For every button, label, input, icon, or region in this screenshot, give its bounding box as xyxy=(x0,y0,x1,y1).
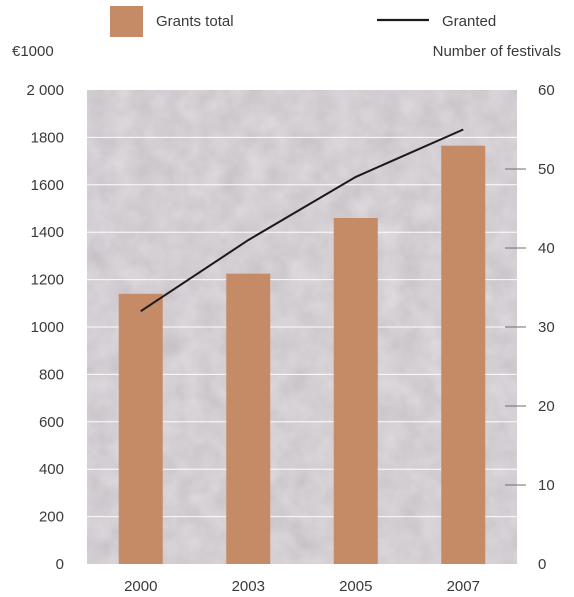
right-tick-label: 30 xyxy=(538,319,555,336)
x-tick-label: 2003 xyxy=(232,578,265,595)
right-tick-label: 10 xyxy=(538,477,555,494)
left-tick-label: 1600 xyxy=(31,177,64,194)
right-tick-label: 20 xyxy=(538,398,555,415)
left-tick-label: 1000 xyxy=(31,319,64,336)
line-series xyxy=(140,128,464,313)
right-tick-label: 40 xyxy=(538,240,555,257)
legend: Grants total Granted xyxy=(110,6,496,37)
x-axis-ticks: 2000 2003 2005 2007 xyxy=(124,578,480,595)
x-tick-label: 2005 xyxy=(339,578,372,595)
bar xyxy=(441,145,486,564)
bar xyxy=(333,217,378,565)
bar xyxy=(118,293,163,564)
legend-swatch-bar xyxy=(110,6,143,37)
left-axis-ticks: 0 200 400 600 800 1000 1200 1400 1600 1800 2 000 xyxy=(26,82,64,573)
right-axis-ticks: 0 10 20 30 40 50 60 xyxy=(505,82,555,573)
left-tick-label: 600 xyxy=(39,414,64,431)
left-tick-label: 200 xyxy=(39,509,64,526)
right-tick-label: 0 xyxy=(538,556,546,573)
x-tick-label: 2000 xyxy=(124,578,157,595)
legend-label-line: Granted xyxy=(442,13,496,30)
left-tick-label: 0 xyxy=(56,556,64,573)
bar xyxy=(226,273,271,564)
left-axis-label: €1000 xyxy=(12,43,54,60)
left-tick-label: 1200 xyxy=(31,272,64,289)
right-axis-label: Number of festivals xyxy=(433,43,561,60)
left-tick-label: 2 000 xyxy=(26,82,64,99)
left-tick-label: 400 xyxy=(39,461,64,478)
right-tick-label: 60 xyxy=(538,82,555,99)
x-tick-label: 2007 xyxy=(447,578,480,595)
left-tick-label: 1400 xyxy=(31,224,64,241)
right-tick-label: 50 xyxy=(538,161,555,178)
line-granted xyxy=(140,128,464,313)
bars xyxy=(118,145,486,565)
left-tick-label: 1800 xyxy=(31,129,64,146)
legend-label-bar: Grants total xyxy=(156,13,234,30)
left-tick-label: 800 xyxy=(39,366,64,383)
